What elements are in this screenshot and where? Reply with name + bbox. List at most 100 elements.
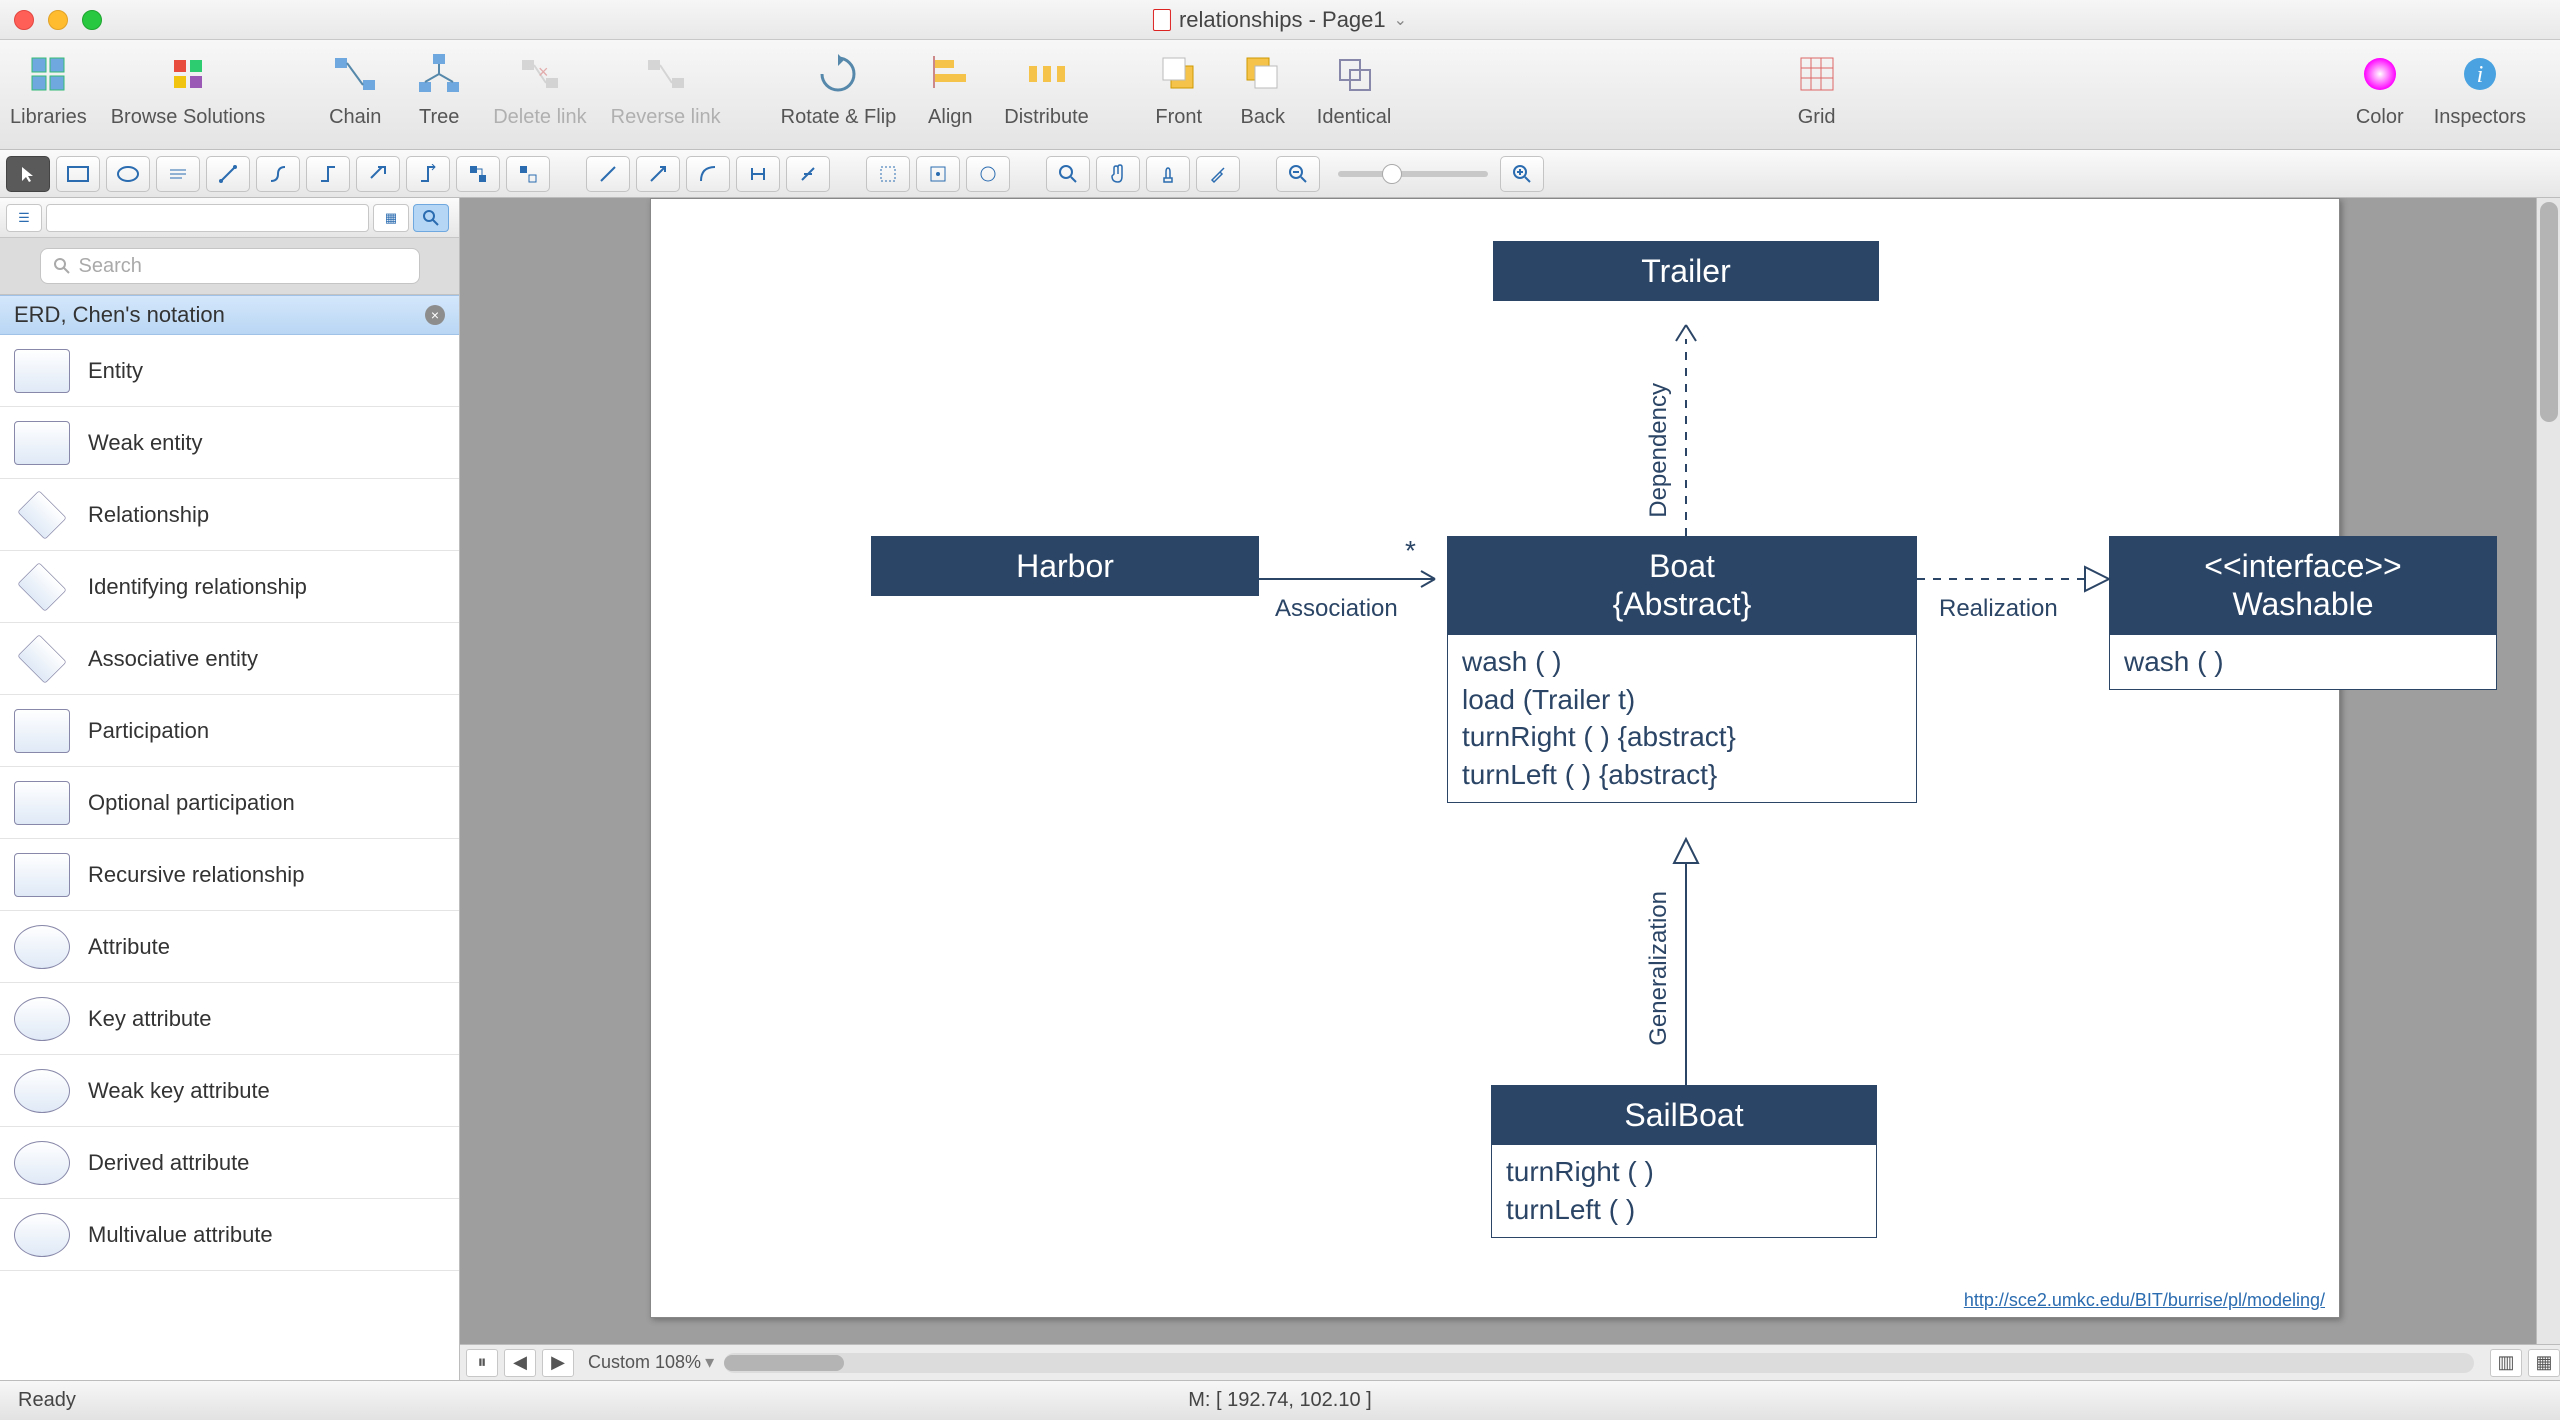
library-shape-item[interactable]: Identifying relationship bbox=[0, 551, 459, 623]
diagram-page[interactable]: Trailer Harbor Boat {Abstract} wash ( )l… bbox=[650, 198, 2340, 1318]
shape-thumb-icon bbox=[17, 634, 66, 683]
library-shape-item[interactable]: Optional participation bbox=[0, 767, 459, 839]
zoom-slider[interactable] bbox=[1338, 171, 1488, 177]
toolbar-browse-solutions[interactable]: Browse Solutions bbox=[111, 46, 266, 129]
page-next[interactable]: ▶ bbox=[542, 1349, 574, 1377]
curve-tool[interactable] bbox=[686, 156, 730, 192]
dim-tool-1[interactable] bbox=[736, 156, 780, 192]
toolbar-distribute[interactable]: Distribute bbox=[1004, 46, 1088, 129]
edge-generalization[interactable] bbox=[1671, 839, 1701, 1085]
sidebar-filter-field[interactable] bbox=[46, 204, 369, 232]
node-washable[interactable]: <<interface>> Washable wash ( ) bbox=[2109, 536, 2497, 690]
snap-tool-1[interactable] bbox=[866, 156, 910, 192]
library-section-header[interactable]: ERD, Chen's notation × bbox=[0, 295, 459, 335]
connector-3[interactable] bbox=[306, 156, 350, 192]
sidebar-tree-view[interactable]: ☰ bbox=[6, 204, 42, 232]
shape-thumb-icon bbox=[17, 562, 66, 611]
library-shape-item[interactable]: Weak key attribute bbox=[0, 1055, 459, 1127]
toolbar-identical[interactable]: Identical bbox=[1317, 46, 1392, 129]
label-realization: Realization bbox=[1939, 595, 2058, 623]
connector-1[interactable] bbox=[206, 156, 250, 192]
library-search-input[interactable]: Search bbox=[40, 248, 420, 284]
hand-tool[interactable] bbox=[1096, 156, 1140, 192]
zoom-out-button[interactable] bbox=[1276, 156, 1320, 192]
connector-2[interactable] bbox=[256, 156, 300, 192]
edge-realization[interactable] bbox=[1917, 559, 2109, 599]
zoom-label[interactable]: Custom 108% bbox=[588, 1352, 701, 1373]
sidebar-grid-view[interactable]: ▦ bbox=[373, 204, 409, 232]
library-shape-item[interactable]: Key attribute bbox=[0, 983, 459, 1055]
toolbar-reverse-link: Reverse link bbox=[611, 46, 721, 129]
edge-dependency[interactable] bbox=[1671, 325, 1701, 536]
ellipse-tool[interactable] bbox=[106, 156, 150, 192]
library-shape-item[interactable]: Derived attribute bbox=[0, 1127, 459, 1199]
toolbar-inspectors[interactable]: i Inspectors bbox=[2434, 46, 2526, 129]
window-title: relationships - Page1 ⌄ bbox=[1153, 7, 1407, 33]
connector-6[interactable] bbox=[456, 156, 500, 192]
sailboat-methods: turnRight ( )turnLeft ( ) bbox=[1492, 1144, 1876, 1237]
dim-tool-2[interactable] bbox=[786, 156, 830, 192]
arrow-tool[interactable] bbox=[636, 156, 680, 192]
rect-tool[interactable] bbox=[56, 156, 100, 192]
connector-5[interactable] bbox=[406, 156, 450, 192]
sidebar-view-switcher: ☰ ▦ bbox=[0, 198, 459, 238]
page-grid-1[interactable]: ▥ bbox=[2490, 1349, 2522, 1377]
main-area: ☰ ▦ Search ERD, Chen's notation × Entity… bbox=[0, 198, 2560, 1380]
library-shape-item[interactable]: Attribute bbox=[0, 911, 459, 983]
eyedropper-tool[interactable] bbox=[1196, 156, 1240, 192]
zoom-in-button[interactable] bbox=[1500, 156, 1544, 192]
search-placeholder: Search bbox=[79, 255, 142, 278]
status-bar: Ready M: [ 192.74, 102.10 ] bbox=[0, 1380, 2560, 1420]
snap-tool-3[interactable] bbox=[966, 156, 1010, 192]
node-sailboat[interactable]: SailBoat turnRight ( )turnLeft ( ) bbox=[1491, 1085, 1877, 1238]
zoom-tool[interactable] bbox=[1046, 156, 1090, 192]
toolbar-libraries[interactable]: Libraries bbox=[10, 46, 87, 129]
stamp-tool[interactable] bbox=[1146, 156, 1190, 192]
shape-thumb-icon bbox=[14, 925, 70, 969]
pointer-tool[interactable] bbox=[6, 156, 50, 192]
shape-thumb-icon bbox=[14, 1141, 70, 1185]
canvas-area[interactable]: Trailer Harbor Boat {Abstract} wash ( )l… bbox=[460, 198, 2560, 1380]
close-window-button[interactable] bbox=[14, 10, 34, 30]
library-shape-item[interactable]: Associative entity bbox=[0, 623, 459, 695]
line-tool[interactable] bbox=[586, 156, 630, 192]
node-harbor[interactable]: Harbor bbox=[871, 536, 1259, 596]
chevron-down-icon[interactable]: ⌄ bbox=[1394, 10, 1407, 30]
toolbar-color[interactable]: Color bbox=[2350, 46, 2410, 129]
library-shape-item[interactable]: Relationship bbox=[0, 479, 459, 551]
page-grid-2[interactable]: ▦ bbox=[2528, 1349, 2560, 1377]
library-shape-item[interactable]: Entity bbox=[0, 335, 459, 407]
vertical-scrollbar[interactable] bbox=[2536, 198, 2560, 1380]
minimize-window-button[interactable] bbox=[48, 10, 68, 30]
sidebar-search-toggle[interactable] bbox=[413, 204, 449, 232]
library-shape-item[interactable]: Weak entity bbox=[0, 407, 459, 479]
toolbar-back[interactable]: Back bbox=[1233, 46, 1293, 129]
label-dependency: Dependency bbox=[1645, 383, 1673, 518]
page-prev[interactable]: ◀ bbox=[504, 1349, 536, 1377]
connector-7[interactable] bbox=[506, 156, 550, 192]
library-shape-item[interactable]: Multivalue attribute bbox=[0, 1199, 459, 1271]
label-association: Association bbox=[1275, 595, 1398, 623]
toolbar-rotate-flip[interactable]: Rotate & Flip bbox=[781, 46, 897, 129]
status-coords: M: [ 192.74, 102.10 ] bbox=[1188, 1389, 1371, 1412]
toolbar-front[interactable]: Front bbox=[1149, 46, 1209, 129]
toolbar-align[interactable]: Align bbox=[920, 46, 980, 129]
toolbar-tree[interactable]: Tree bbox=[409, 46, 469, 129]
library-shape-item[interactable]: Recursive relationship bbox=[0, 839, 459, 911]
library-shape-item[interactable]: Participation bbox=[0, 695, 459, 767]
node-trailer[interactable]: Trailer bbox=[1493, 241, 1879, 301]
close-section-icon[interactable]: × bbox=[425, 305, 445, 325]
snap-tool-2[interactable] bbox=[916, 156, 960, 192]
toolbar-chain[interactable]: Chain bbox=[325, 46, 385, 129]
source-url[interactable]: http://sce2.umkc.edu/BIT/burrise/pl/mode… bbox=[1964, 1290, 2325, 1311]
node-boat[interactable]: Boat {Abstract} wash ( )load (Trailer t)… bbox=[1447, 536, 1917, 803]
toolbar-grid[interactable]: Grid bbox=[1787, 46, 1847, 129]
connector-4[interactable] bbox=[356, 156, 400, 192]
horizontal-scrollbar[interactable] bbox=[724, 1353, 2474, 1373]
zoom-window-button[interactable] bbox=[82, 10, 102, 30]
text-tool[interactable] bbox=[156, 156, 200, 192]
toolbar-delete-link: × Delete link bbox=[493, 46, 586, 129]
page-toggle[interactable]: ⏸ bbox=[466, 1349, 498, 1377]
edge-association[interactable] bbox=[1259, 559, 1447, 599]
main-toolbar: Libraries Browse Solutions Chain Tree × … bbox=[0, 40, 2560, 150]
